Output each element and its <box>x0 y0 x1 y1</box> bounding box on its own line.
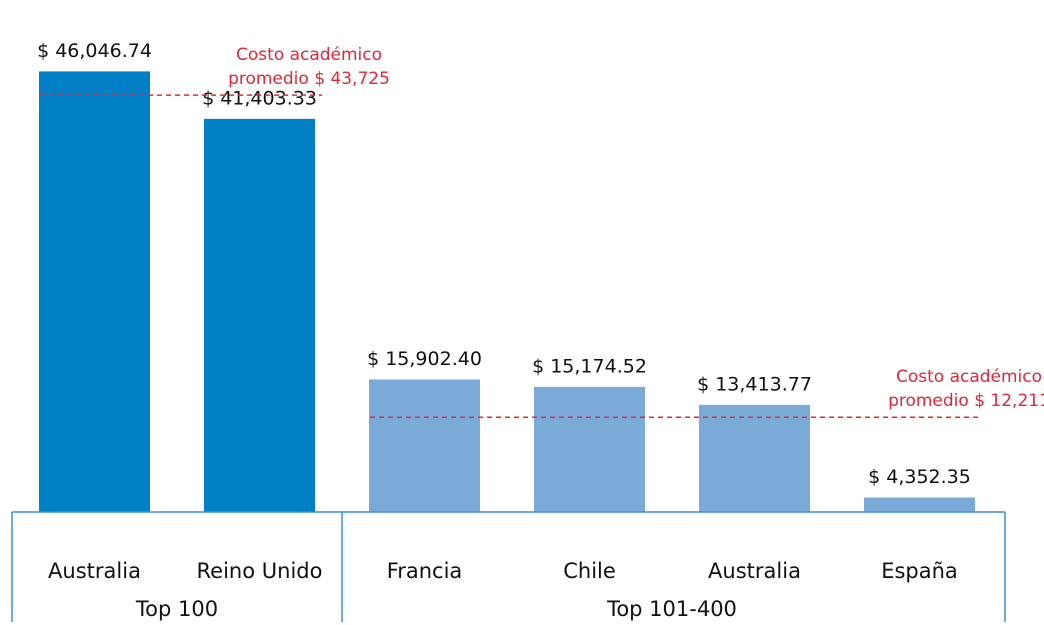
value-label: $ 13,413.77 <box>697 373 812 395</box>
category-label: Francia <box>387 559 463 583</box>
value-label: $ 15,174.52 <box>532 355 647 377</box>
average-label: Costo académico <box>236 45 382 65</box>
value-label: $ 15,902.40 <box>367 348 482 370</box>
category-label: Reino Unido <box>197 559 323 583</box>
category-label: Australia <box>708 559 801 583</box>
category-label: España <box>881 559 958 583</box>
value-label: $ 46,046.74 <box>37 40 152 62</box>
bar <box>39 71 150 543</box>
value-label: $ 41,403.33 <box>202 87 317 109</box>
category-label: Australia <box>48 559 141 583</box>
group-label: Top 100 <box>135 597 218 621</box>
value-label: $ 4,352.35 <box>868 466 971 488</box>
average-label: promedio $ 43,725 <box>228 69 390 89</box>
bar <box>204 118 315 542</box>
table-bg <box>0 512 1044 625</box>
average-label: Costo académico <box>896 367 1042 387</box>
average-label: promedio $ 12,211 <box>888 391 1044 411</box>
group-label: Top 101-400 <box>606 597 737 621</box>
category-label: Chile <box>563 559 616 583</box>
